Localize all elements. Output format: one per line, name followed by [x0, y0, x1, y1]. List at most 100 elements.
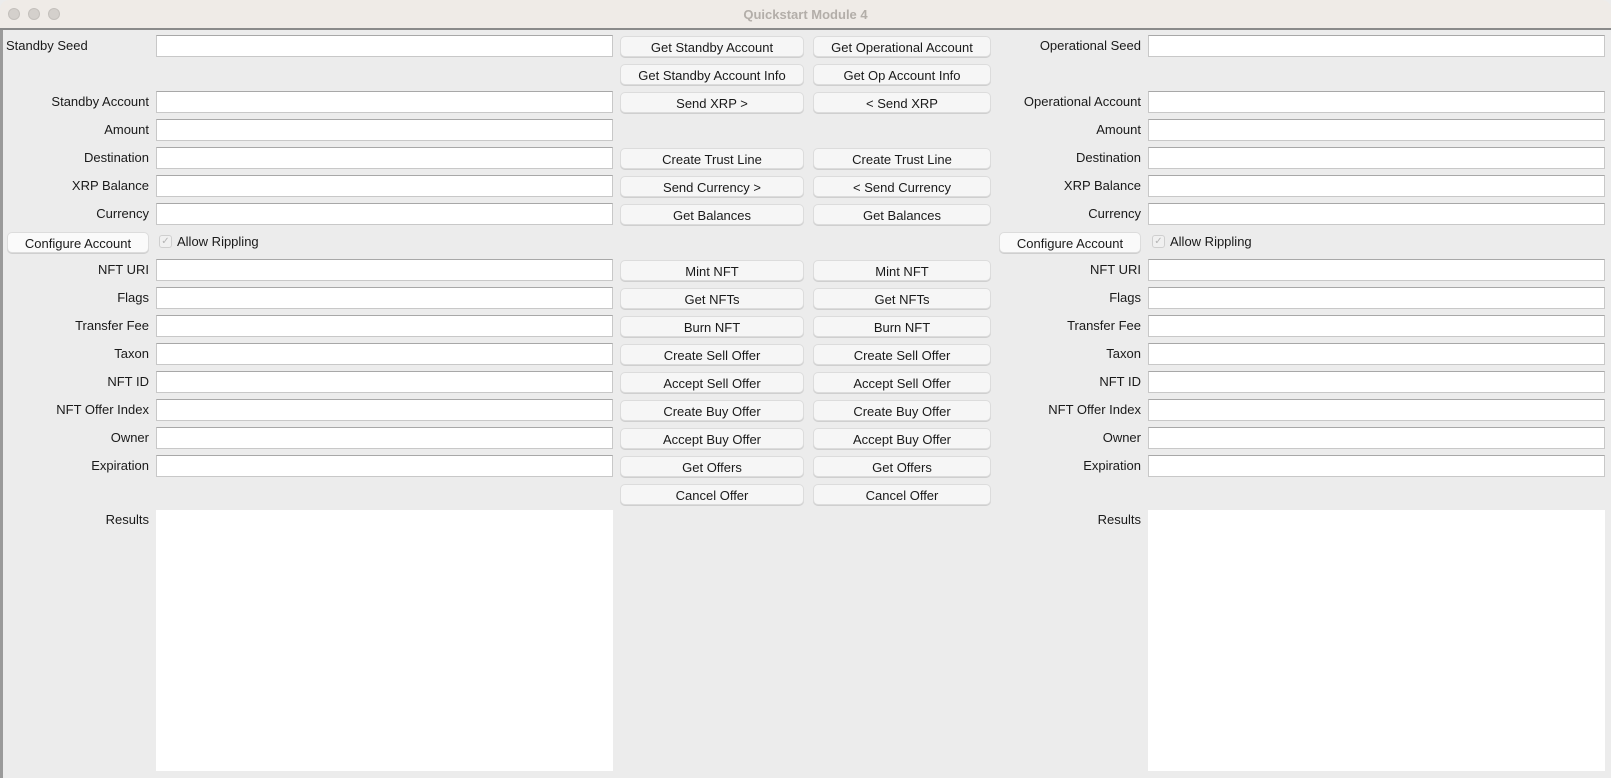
standby-transfer-fee-label: Transfer Fee — [75, 318, 149, 333]
operational-get-operational-account-button[interactable]: Get Operational Account — [813, 36, 991, 57]
standby-nft-offer-index-input[interactable] — [156, 399, 613, 421]
standby-transfer-fee-input[interactable] — [156, 315, 613, 337]
standby-currency-label: Currency — [96, 206, 149, 221]
standby-get-standby-account-info-button[interactable]: Get Standby Account Info — [620, 64, 804, 85]
standby-nft-id-label: NFT ID — [107, 374, 149, 389]
standby-accept-buy-offer-button[interactable]: Accept Buy Offer — [620, 428, 804, 449]
operational-xrp-balance-input[interactable] — [1148, 175, 1605, 197]
operational-owner-input[interactable] — [1148, 427, 1605, 449]
operational-destination-label: Destination — [1075, 150, 1141, 165]
standby-destination-input[interactable] — [156, 147, 613, 169]
operational-accept-buy-offer-button[interactable]: Accept Buy Offer — [813, 428, 991, 449]
standby-allow-rippling-checkbox[interactable]: ✓ — [159, 235, 172, 248]
standby-results-label: Results — [105, 512, 149, 527]
operational-create-sell-offer-button[interactable]: Create Sell Offer — [813, 344, 991, 365]
operational-results-label: Results — [1097, 512, 1141, 527]
operational-get-offers-button[interactable]: Get Offers — [813, 456, 991, 477]
operational-taxon-label: Taxon — [1106, 346, 1141, 361]
standby-taxon-input[interactable] — [156, 343, 613, 365]
standby-amount-input[interactable] — [156, 119, 613, 141]
standby-get-offers-button[interactable]: Get Offers — [620, 456, 804, 477]
standby-seed-input[interactable] — [156, 35, 613, 57]
standby-standby-account-label: Standby Account — [51, 94, 149, 109]
standby-nft-uri-input[interactable] — [156, 259, 613, 281]
standby-destination-label: Destination — [83, 150, 149, 165]
standby-accept-sell-offer-button[interactable]: Accept Sell Offer — [620, 372, 804, 393]
operational-allow-rippling-label: Allow Rippling — [1170, 234, 1252, 249]
operational-results-textarea[interactable] — [1148, 510, 1605, 771]
operational-get-balances-button[interactable]: Get Balances — [813, 204, 991, 225]
operational-nft-offer-index-input[interactable] — [1148, 399, 1605, 421]
operational-send-xrp-button[interactable]: < Send XRP — [813, 92, 991, 113]
operational-xrp-balance-label: XRP Balance — [1063, 178, 1141, 193]
operational-send-currency-button[interactable]: < Send Currency — [813, 176, 991, 197]
operational-amount-input[interactable] — [1148, 119, 1605, 141]
standby-standby-account-input[interactable] — [156, 91, 613, 113]
operational-burn-nft-button[interactable]: Burn NFT — [813, 316, 991, 337]
standby-owner-input[interactable] — [156, 427, 613, 449]
standby-mint-nft-button[interactable]: Mint NFT — [620, 260, 804, 281]
standby-get-nfts-button[interactable]: Get NFTs — [620, 288, 804, 309]
operational-flags-label: Flags — [1109, 290, 1141, 305]
minimize-window-button[interactable] — [28, 8, 40, 20]
operational-get-nfts-button[interactable]: Get NFTs — [813, 288, 991, 309]
operational-currency-label: Currency — [1088, 206, 1141, 221]
operational-amount-label: Amount — [1096, 122, 1141, 137]
window-border — [0, 30, 3, 778]
operational-nft-uri-input[interactable] — [1148, 259, 1605, 281]
standby-xrp-balance-input[interactable] — [156, 175, 613, 197]
standby-currency-input[interactable] — [156, 203, 613, 225]
operational-destination-input[interactable] — [1148, 147, 1605, 169]
operational-flags-input[interactable] — [1148, 287, 1605, 309]
operational-mint-nft-button[interactable]: Mint NFT — [813, 260, 991, 281]
operational-seed-label: Operational Seed — [1039, 38, 1141, 53]
operational-expiration-label: Expiration — [1083, 458, 1141, 473]
standby-burn-nft-button[interactable]: Burn NFT — [620, 316, 804, 337]
standby-configure-account-button[interactable]: Configure Account — [7, 232, 149, 253]
standby-results-textarea[interactable] — [156, 510, 613, 771]
standby-nft-offer-index-label: NFT Offer Index — [56, 402, 149, 417]
close-window-button[interactable] — [8, 8, 20, 20]
operational-cancel-offer-button[interactable]: Cancel Offer — [813, 484, 991, 505]
operational-currency-input[interactable] — [1148, 203, 1605, 225]
operational-nft-uri-label: NFT URI — [1089, 262, 1141, 277]
operational-operational-account-label: Operational Account — [1023, 94, 1141, 109]
standby-expiration-input[interactable] — [156, 455, 613, 477]
operational-get-op-account-info-button[interactable]: Get Op Account Info — [813, 64, 991, 85]
operational-operational-account-input[interactable] — [1148, 91, 1605, 113]
standby-amount-label: Amount — [104, 122, 149, 137]
standby-taxon-label: Taxon — [114, 346, 149, 361]
operational-configure-account-button[interactable]: Configure Account — [999, 232, 1141, 253]
standby-nft-id-input[interactable] — [156, 371, 613, 393]
standby-flags-input[interactable] — [156, 287, 613, 309]
standby-create-trust-line-button[interactable]: Create Trust Line — [620, 148, 804, 169]
title-bar: Quickstart Module 4 — [0, 0, 1611, 30]
operational-taxon-input[interactable] — [1148, 343, 1605, 365]
operational-transfer-fee-input[interactable] — [1148, 315, 1605, 337]
standby-send-xrp-button[interactable]: Send XRP > — [620, 92, 804, 113]
standby-nft-uri-label: NFT URI — [97, 262, 149, 277]
operational-accept-sell-offer-button[interactable]: Accept Sell Offer — [813, 372, 991, 393]
zoom-window-button[interactable] — [48, 8, 60, 20]
operational-nft-offer-index-label: NFT Offer Index — [1048, 402, 1141, 417]
standby-send-currency-button[interactable]: Send Currency > — [620, 176, 804, 197]
standby-owner-label: Owner — [110, 430, 149, 445]
standby-seed-label: Standby Seed — [6, 38, 88, 53]
operational-nft-id-input[interactable] — [1148, 371, 1605, 393]
operational-create-trust-line-button[interactable]: Create Trust Line — [813, 148, 991, 169]
operational-allow-rippling-checkbox[interactable]: ✓ — [1152, 235, 1165, 248]
operational-owner-label: Owner — [1102, 430, 1141, 445]
standby-get-balances-button[interactable]: Get Balances — [620, 204, 804, 225]
window-title: Quickstart Module 4 — [743, 7, 868, 22]
operational-create-buy-offer-button[interactable]: Create Buy Offer — [813, 400, 991, 421]
standby-create-sell-offer-button[interactable]: Create Sell Offer — [620, 344, 804, 365]
standby-allow-rippling-label: Allow Rippling — [177, 234, 259, 249]
operational-transfer-fee-label: Transfer Fee — [1067, 318, 1141, 333]
operational-nft-id-label: NFT ID — [1099, 374, 1141, 389]
standby-flags-label: Flags — [117, 290, 149, 305]
standby-get-standby-account-button[interactable]: Get Standby Account — [620, 36, 804, 57]
operational-seed-input[interactable] — [1148, 35, 1605, 57]
operational-expiration-input[interactable] — [1148, 455, 1605, 477]
standby-create-buy-offer-button[interactable]: Create Buy Offer — [620, 400, 804, 421]
standby-cancel-offer-button[interactable]: Cancel Offer — [620, 484, 804, 505]
